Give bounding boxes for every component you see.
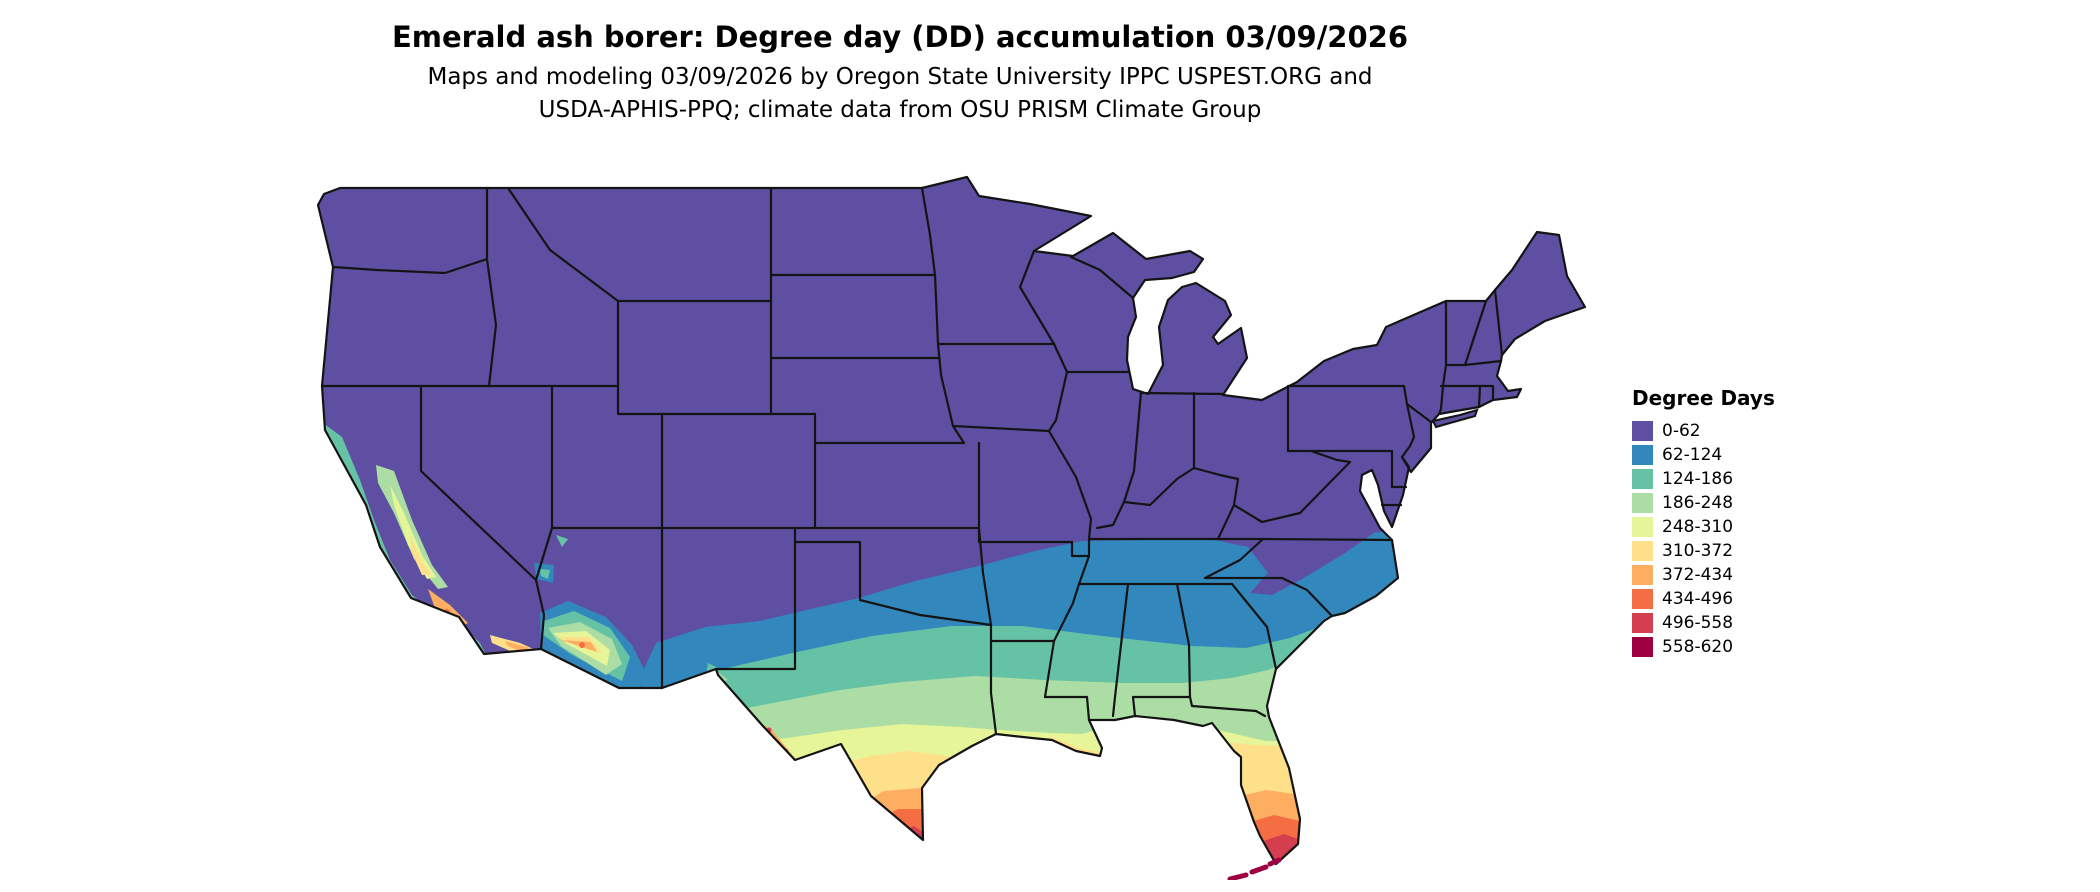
dd-zone-372-434-imperial xyxy=(505,641,530,652)
legend-swatch xyxy=(1632,517,1653,537)
legend-label: 558-620 xyxy=(1662,637,1734,657)
dd-zone-496-558-fl xyxy=(1258,834,1298,864)
legend-label: 186-248 xyxy=(1662,493,1734,513)
legend-label: 62-124 xyxy=(1662,445,1723,465)
borders-east xyxy=(1216,384,1433,542)
dd-zone-124-186-vegas xyxy=(540,569,550,579)
borders-mississippi-river xyxy=(1043,342,1093,699)
borders-central xyxy=(769,186,1091,736)
dd-zone-496-558-tx xyxy=(888,826,924,864)
legend-row: 248-310 xyxy=(1632,515,1775,539)
legend-swatch xyxy=(1632,445,1653,465)
legend-row: 0-62 xyxy=(1632,419,1775,443)
legend-swatch xyxy=(1632,637,1653,657)
us-outline xyxy=(316,175,1587,866)
legend-row: 558-620 xyxy=(1632,635,1775,659)
page-subtitle: Maps and modeling 03/09/2026 by Oregon S… xyxy=(0,61,1800,127)
borders-midwest xyxy=(1018,249,1240,530)
long-island xyxy=(1431,408,1479,429)
subtitle-line-2: USDA-APHIS-PPQ; climate data from OSU PR… xyxy=(538,97,1262,123)
legend-row: 434-496 xyxy=(1632,587,1775,611)
legend-swatch xyxy=(1632,589,1653,609)
legend-swatch xyxy=(1632,493,1653,513)
borders-west xyxy=(320,186,981,690)
borders-northeast xyxy=(1437,288,1504,416)
us-degree-day-map xyxy=(310,175,1590,882)
dd-zone-248-310 xyxy=(638,722,1302,864)
legend-title: Degree Days xyxy=(1632,386,1775,410)
legend-row: 372-434 xyxy=(1632,563,1775,587)
dd-zone-248-310-ca xyxy=(390,485,436,579)
dd-zone-372-434-az xyxy=(561,640,597,652)
dd-zone-310-372 xyxy=(790,741,1302,864)
dd-zone-124-186-ca-coast xyxy=(323,423,486,655)
legend-label: 124-186 xyxy=(1662,469,1734,489)
legend-label: 372-434 xyxy=(1662,565,1734,585)
dd-zone-434-496-tx xyxy=(862,809,928,864)
legend-label: 0-62 xyxy=(1662,421,1701,441)
florida-keys xyxy=(1227,857,1282,882)
legend-label: 310-372 xyxy=(1662,541,1734,561)
dd-zone-310-372-la-delta xyxy=(1050,737,1100,757)
dd-zone-310-372-ca xyxy=(410,535,432,575)
dd-zone-124-186-sut xyxy=(556,535,568,547)
legend-row: 496-558 xyxy=(1632,611,1775,635)
legend-swatch xyxy=(1632,565,1653,585)
state-borders xyxy=(316,175,1587,866)
legend-row: 310-372 xyxy=(1632,539,1775,563)
degree-days-legend: Degree Days 0-62 62-124 124-186 186-248 248-… xyxy=(1632,386,1775,659)
legend-swatch xyxy=(1632,421,1653,441)
legend-items: 0-62 62-124 124-186 186-248 248-310 310-372 37… xyxy=(1632,419,1775,659)
legend-label: 248-310 xyxy=(1662,517,1734,537)
legend-label: 434-496 xyxy=(1662,589,1734,609)
legend-row: 186-248 xyxy=(1632,491,1775,515)
us-map-svg xyxy=(316,175,1587,882)
legend-swatch xyxy=(1632,613,1653,633)
legend-row: 62-124 xyxy=(1632,443,1775,467)
legend-row: 124-186 xyxy=(1632,467,1775,491)
legend-swatch xyxy=(1632,469,1653,489)
subtitle-line-1: Maps and modeling 03/09/2026 by Oregon S… xyxy=(427,64,1373,90)
legend-swatch xyxy=(1632,541,1653,561)
legend-label: 496-558 xyxy=(1662,613,1734,633)
dd-spot-phoenix xyxy=(579,642,585,648)
page-title: Emerald ash borer: Degree day (DD) accum… xyxy=(391,20,1409,54)
